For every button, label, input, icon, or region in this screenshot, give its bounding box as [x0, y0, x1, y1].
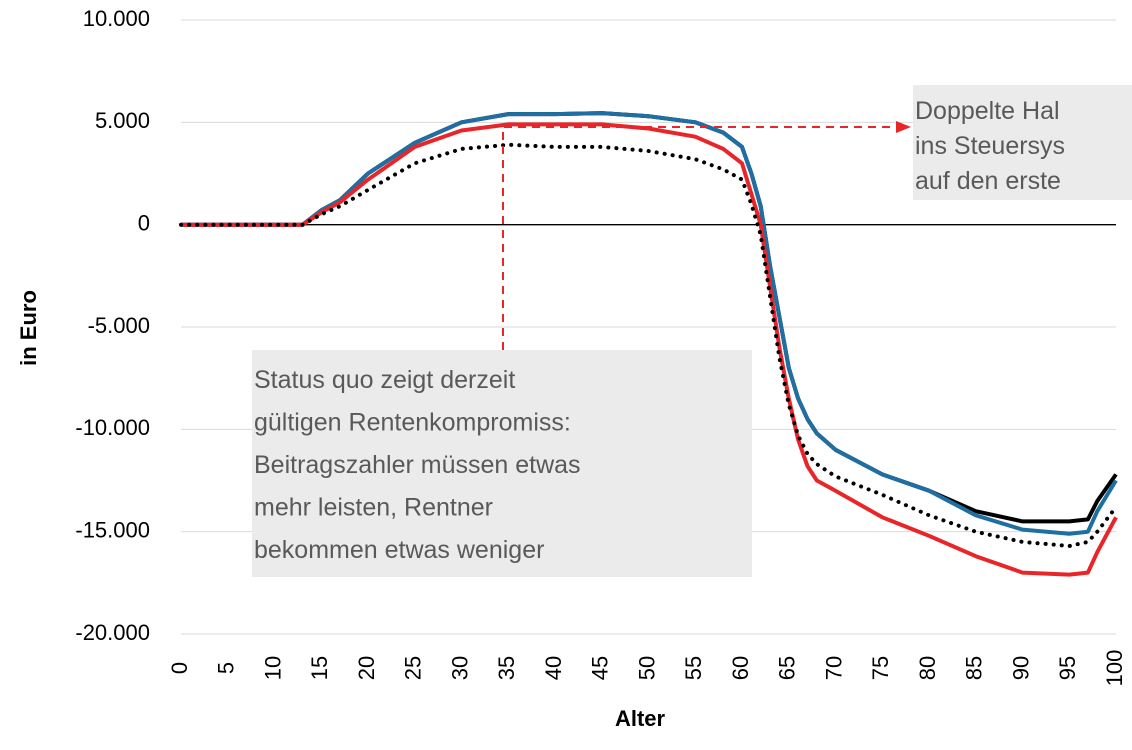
annotation-box: [252, 350, 752, 577]
annotation-text: Beitragszahler müssen etwas: [254, 451, 581, 479]
annotation: Status quo zeigt derzeit gültigen Rentenk…: [252, 350, 752, 577]
x-tick-label: 70: [821, 656, 846, 680]
x-tick-label: 50: [634, 656, 659, 680]
x-tick-label: 10: [260, 656, 285, 680]
x-tick-label: 85: [962, 656, 987, 680]
x-tick-label: 75: [868, 656, 893, 680]
x-tick-label: 15: [307, 656, 332, 680]
x-tick-label: 95: [1055, 656, 1080, 680]
y-tick-label: 0: [138, 210, 150, 235]
annotation-box: [913, 85, 1132, 200]
line: [181, 122, 1118, 577]
y-tick-label: 5.000: [95, 108, 150, 133]
x-tick-label: 45: [588, 656, 613, 680]
annotation: Doppelte Hal ins Steuersys auf den erste: [913, 85, 1132, 200]
x-tick-label: 20: [354, 656, 379, 680]
annotation-text: ins Steuersys: [915, 132, 1065, 160]
x-tick-label: 25: [401, 656, 426, 680]
y-tick-label: -15.000: [75, 517, 150, 542]
y-tick-label: -10.000: [75, 415, 150, 440]
arrow-head: [896, 121, 911, 133]
x-tick-label: 0: [167, 662, 192, 674]
y-tick-label: -5.000: [88, 313, 150, 338]
x-tick-label: 30: [447, 656, 472, 680]
x-tick-label: 100: [1102, 650, 1127, 687]
x-tick-label: 5: [214, 662, 239, 674]
x-tick-label: 90: [1008, 656, 1033, 680]
x-tick-label: 80: [915, 656, 940, 680]
x-tick-label: 35: [494, 656, 519, 680]
annotation-text: bekommen etwas weniger: [254, 536, 544, 564]
annotation-text: gültigen Rentenkompromiss:: [254, 408, 571, 436]
y-axis-label: in Euro: [16, 290, 41, 366]
x-tick-label: 40: [541, 656, 566, 680]
y-tick-label: -20.000: [75, 620, 150, 645]
dotted-line: [179, 142, 1118, 548]
annotation-text: Status quo zeigt derzeit: [254, 366, 515, 394]
line: [181, 111, 1118, 536]
x-tick-label: 60: [728, 656, 753, 680]
x-axis-label: Alter: [615, 706, 666, 731]
annotation-text: Doppelte Hal: [915, 97, 1060, 125]
annotation-text: auf den erste: [915, 167, 1061, 195]
y-tick-label: 10.000: [83, 6, 150, 31]
x-tick-label: 55: [681, 656, 706, 680]
annotation-text: mehr leisten, Rentner: [254, 493, 493, 521]
x-tick-label: 65: [775, 656, 800, 680]
arrow-line: [502, 126, 897, 350]
